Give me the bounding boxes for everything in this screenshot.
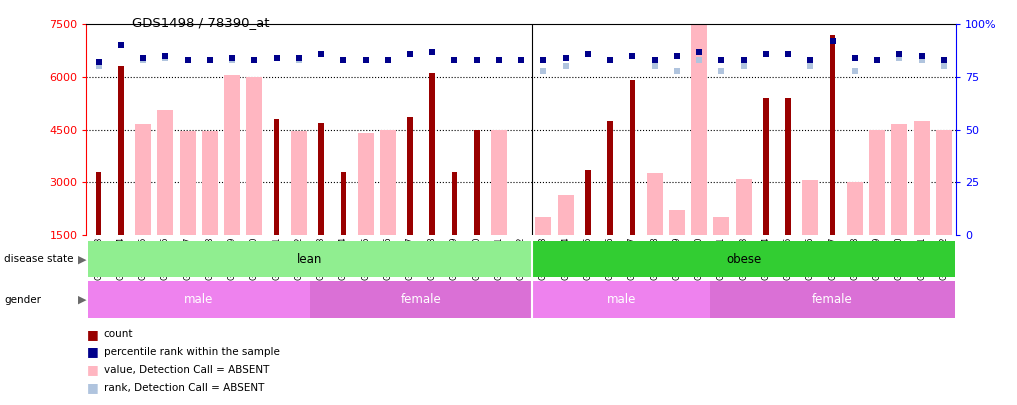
Text: ■: ■ [86,345,99,358]
Bar [491,130,507,235]
Text: ■: ■ [86,381,99,394]
Bar [135,124,152,235]
Bar [710,281,955,318]
Text: obese: obese [726,253,762,266]
Text: count: count [104,329,133,339]
Text: GDS1498 / 78390_at: GDS1498 / 78390_at [132,16,270,29]
Bar [429,73,435,235]
Bar [532,281,710,318]
Bar [847,182,862,235]
Bar [713,217,729,235]
Bar [869,130,885,235]
Text: female: female [401,293,441,306]
Bar [557,194,574,235]
Bar [224,75,240,235]
Bar [913,121,930,235]
Bar [763,98,769,235]
Bar [87,241,532,277]
Bar [802,181,819,235]
Bar [407,117,413,235]
Bar [647,173,663,235]
Bar [532,241,955,277]
Text: ■: ■ [86,328,99,341]
Text: gender: gender [4,295,41,305]
Text: lean: lean [297,253,322,266]
Text: ▶: ▶ [78,254,86,264]
Bar [379,130,396,235]
Bar [630,81,636,235]
Bar [535,217,551,235]
Text: disease state: disease state [4,254,73,264]
Bar [246,77,262,235]
Bar [291,131,307,235]
Bar [452,172,458,235]
Bar [201,131,218,235]
Bar [785,98,791,235]
Bar [87,281,310,318]
Bar [735,179,752,235]
Bar [310,281,532,318]
Text: rank, Detection Call = ABSENT: rank, Detection Call = ABSENT [104,383,264,392]
Bar [891,124,907,235]
Bar [358,133,373,235]
Text: female: female [813,293,853,306]
Bar [341,172,346,235]
Bar [180,131,195,235]
Text: male: male [184,293,214,306]
Bar [936,130,952,235]
Bar [96,172,102,235]
Bar [669,210,684,235]
Bar [830,35,835,235]
Text: value, Detection Call = ABSENT: value, Detection Call = ABSENT [104,365,270,375]
Bar [118,66,124,235]
Text: male: male [606,293,636,306]
Bar [585,170,591,235]
Bar [318,123,323,235]
Bar [607,121,613,235]
Text: ■: ■ [86,363,99,376]
Bar [274,119,280,235]
Text: percentile rank within the sample: percentile rank within the sample [104,347,280,357]
Text: ▶: ▶ [78,295,86,305]
Bar [474,130,479,235]
Bar [692,24,707,235]
Bar [158,110,173,235]
